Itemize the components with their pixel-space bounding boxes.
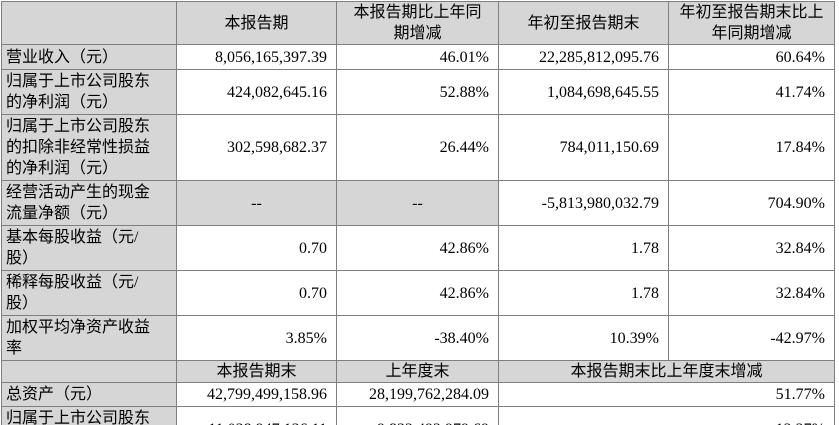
value-yoy-change: 42.86% (336, 225, 499, 271)
row-diluted-eps: 稀释每股收益（元/股） 0.70 42.86% 1.78 32.84% (1, 270, 835, 316)
value-yoy-change: -- (336, 180, 499, 226)
row-operating-cash-flow: 经营活动产生的现金流量净额（元） -- -- -5,813,980,032.79… (1, 180, 835, 226)
row-operating-revenue: 营业收入（元） 8,056,165,397.39 46.01% 22,285,8… (1, 44, 835, 70)
value-ytd-yoy-change: 41.74% (668, 69, 835, 115)
value-period-end-change: 12.27% (498, 406, 835, 425)
value-yoy-change: 26.44% (336, 114, 499, 181)
value-current-period: 0.70 (176, 270, 337, 316)
row-label: 归属于上市公司股东的扣除非经常性损益的净利润（元） (1, 114, 177, 181)
row-weighted-avg-roe: 加权平均净资产收益率 3.85% -38.40% 10.39% -42.97% (1, 315, 835, 361)
row-net-profit-excl-nonrecurring: 归属于上市公司股东的扣除非经常性损益的净利润（元） 302,598,682.37… (1, 114, 835, 181)
value-current-period: 3.85% (176, 315, 337, 361)
row-total-assets: 总资产（元） 42,799,499,158.96 28,199,762,284.… (1, 382, 835, 407)
row-basic-eps: 基本每股收益（元/股） 0.70 42.86% 1.78 32.84% (1, 225, 835, 271)
col-header-yoy-change: 本报告期比上年同期增减 (336, 1, 499, 45)
corner-cell (1, 360, 177, 383)
row-label: 归属于上市公司股东的所有者权益（元） (1, 406, 177, 425)
value-period-end-change: 51.77% (498, 382, 835, 407)
period-header-row: 本报告期 本报告期比上年同期增减 年初至报告期末 年初至报告期末比上年同期增减 (1, 1, 835, 45)
value-ytd: -5,813,980,032.79 (498, 180, 669, 226)
col-header-period-end: 本报告期末 (176, 360, 337, 383)
value-current-period: 424,082,645.16 (176, 69, 337, 115)
value-yoy-change: 52.88% (336, 69, 499, 115)
value-ytd: 10.39% (498, 315, 669, 361)
row-net-profit: 归属于上市公司股东的净利润（元） 424,082,645.16 52.88% 1… (1, 69, 835, 115)
value-ytd-yoy-change: 32.84% (668, 270, 835, 316)
value-prev-year-end: 9,832,492,979.69 (336, 406, 499, 425)
row-label: 总资产（元） (1, 382, 177, 407)
value-prev-year-end: 28,199,762,284.09 (336, 382, 499, 407)
value-ytd: 22,285,812,095.76 (498, 44, 669, 70)
value-period-end: 11,038,947,136.11 (176, 406, 337, 425)
value-yoy-change: 42.86% (336, 270, 499, 316)
value-ytd-yoy-change: -42.97% (668, 315, 835, 361)
row-label: 营业收入（元） (1, 44, 177, 70)
value-ytd: 1,084,698,645.55 (498, 69, 669, 115)
value-ytd-yoy-change: 704.90% (668, 180, 835, 226)
value-ytd: 1.78 (498, 270, 669, 316)
row-shareholders-equity: 归属于上市公司股东的所有者权益（元） 11,038,947,136.11 9,8… (1, 406, 835, 425)
value-current-period: 0.70 (176, 225, 337, 271)
col-header-ytd-yoy-change: 年初至报告期末比上年同期增减 (668, 1, 835, 45)
value-current-period: -- (176, 180, 337, 226)
col-header-current-period: 本报告期 (176, 1, 337, 45)
value-ytd-yoy-change: 17.84% (668, 114, 835, 181)
value-current-period: 8,056,165,397.39 (176, 44, 337, 70)
period-end-header-row: 本报告期末 上年度末 本报告期末比上年度末增减 (1, 360, 835, 383)
value-period-end: 42,799,499,158.96 (176, 382, 337, 407)
row-label: 经营活动产生的现金流量净额（元） (1, 180, 177, 226)
row-label: 加权平均净资产收益率 (1, 315, 177, 361)
value-ytd-yoy-change: 32.84% (668, 225, 835, 271)
value-ytd: 784,011,150.69 (498, 114, 669, 181)
row-label: 归属于上市公司股东的净利润（元） (1, 69, 177, 115)
corner-cell (1, 1, 177, 45)
value-yoy-change: -38.40% (336, 315, 499, 361)
value-current-period: 302,598,682.37 (176, 114, 337, 181)
value-yoy-change: 46.01% (336, 44, 499, 70)
col-header-ytd: 年初至报告期末 (498, 1, 669, 45)
row-label: 基本每股收益（元/股） (1, 225, 177, 271)
value-ytd: 1.78 (498, 225, 669, 271)
col-header-prev-year-end: 上年度末 (336, 360, 499, 383)
col-header-period-end-change: 本报告期末比上年度末增减 (498, 360, 835, 383)
row-label: 稀释每股收益（元/股） (1, 270, 177, 316)
value-ytd-yoy-change: 60.64% (668, 44, 835, 70)
